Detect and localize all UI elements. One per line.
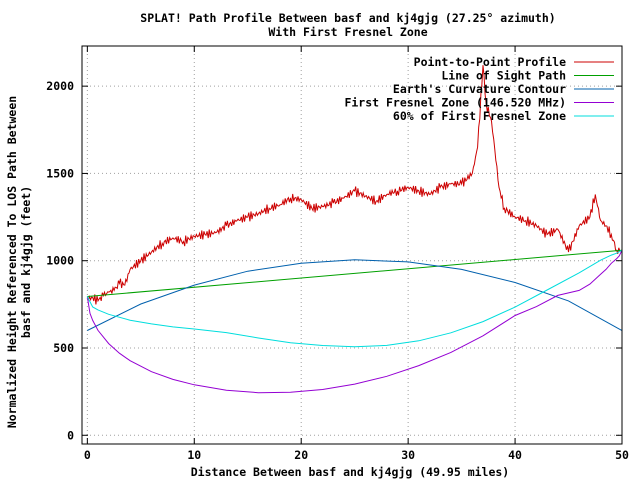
y-tick-label: 0 <box>67 428 74 442</box>
x-tick-label: 20 <box>294 448 308 462</box>
legend-label-0: Point-to-Point Profile <box>414 55 566 69</box>
series-line-1 <box>87 249 623 297</box>
legend-label-1: Line of Sight Path <box>441 69 566 83</box>
series-line-2 <box>87 259 623 331</box>
series-line-0 <box>87 65 623 305</box>
x-axis-label: Distance Between basf and kj4gjg (49.95 … <box>191 465 510 479</box>
y-axis-label-line2: basf and kj4gjg (feet) <box>19 186 33 338</box>
x-tick-label: 30 <box>401 448 415 462</box>
y-tick-label: 500 <box>53 341 74 355</box>
y-tick-label: 2000 <box>46 79 74 93</box>
y-axis-label-line1: Normalized Height Referenced To LOS Path… <box>5 96 19 428</box>
x-tick-label: 40 <box>508 448 522 462</box>
chart-subtitle: With First Fresnel Zone <box>268 25 427 39</box>
series-line-4 <box>86 249 623 348</box>
legend-label-2: Earth's Curvature Contour <box>393 82 566 96</box>
legend-label-3: First Fresnel Zone (146.520 MHz) <box>344 96 566 110</box>
y-tick-label: 1000 <box>46 254 74 268</box>
x-tick-label: 10 <box>187 448 201 462</box>
y-tick-label: 1500 <box>46 166 74 180</box>
series-line-3 <box>86 249 623 394</box>
legend-label-4: 60% of First Fresnel Zone <box>393 109 566 123</box>
x-tick-label: 50 <box>615 448 629 462</box>
series-lines <box>86 65 623 394</box>
x-tick-label: 0 <box>84 448 91 462</box>
plot-frame <box>81 45 623 445</box>
chart-title: SPLAT! Path Profile Between basf and kj4… <box>140 11 555 25</box>
